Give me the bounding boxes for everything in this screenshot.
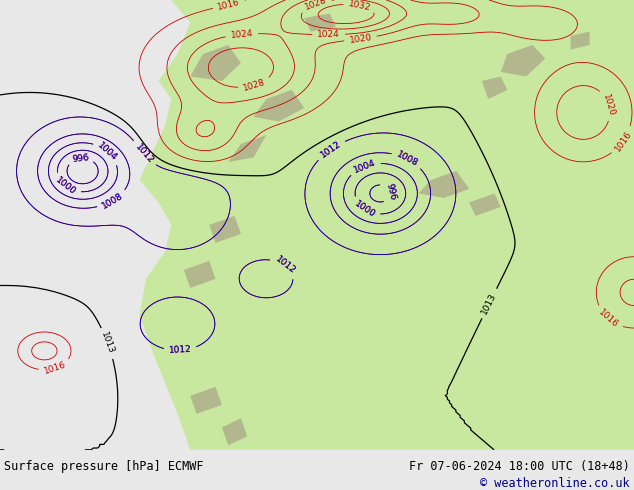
Text: 1012: 1012	[273, 255, 297, 276]
Text: 1012: 1012	[169, 345, 192, 355]
Text: 1008: 1008	[395, 149, 420, 168]
Text: 1016: 1016	[613, 129, 633, 153]
Text: 1004: 1004	[353, 158, 377, 174]
Text: 1004: 1004	[353, 158, 377, 174]
Polygon shape	[254, 90, 304, 122]
Polygon shape	[482, 76, 507, 99]
Text: 1032: 1032	[347, 0, 372, 12]
Polygon shape	[190, 45, 241, 81]
Polygon shape	[209, 216, 241, 243]
Text: 1000: 1000	[353, 199, 377, 220]
Text: 1008: 1008	[100, 191, 124, 210]
Polygon shape	[304, 14, 336, 31]
Text: 1013: 1013	[480, 291, 498, 316]
Text: 1020: 1020	[349, 33, 372, 45]
Polygon shape	[222, 418, 247, 445]
Text: 1016: 1016	[217, 0, 242, 12]
Text: 1004: 1004	[96, 141, 119, 163]
Text: 1020: 1020	[601, 93, 616, 117]
Text: 1012: 1012	[319, 139, 343, 160]
Polygon shape	[228, 135, 266, 162]
Text: 1012: 1012	[133, 142, 155, 165]
Text: 1012: 1012	[133, 142, 155, 165]
Text: 996: 996	[384, 182, 397, 201]
Text: 1024: 1024	[230, 29, 254, 40]
Text: Fr 07-06-2024 18:00 UTC (18+48): Fr 07-06-2024 18:00 UTC (18+48)	[409, 460, 630, 473]
Text: 1012: 1012	[319, 139, 343, 160]
Text: 996: 996	[384, 182, 397, 201]
Polygon shape	[139, 0, 634, 450]
Text: 1013: 1013	[100, 331, 116, 356]
Text: © weatheronline.co.uk: © weatheronline.co.uk	[481, 477, 630, 490]
Polygon shape	[190, 387, 222, 414]
Text: 1004: 1004	[96, 141, 119, 163]
Text: 1028: 1028	[242, 77, 267, 93]
Text: 996: 996	[72, 153, 89, 164]
Text: 1028: 1028	[304, 0, 328, 12]
Text: 1012: 1012	[169, 345, 192, 355]
Text: 996: 996	[72, 153, 89, 164]
Text: 1008: 1008	[100, 191, 124, 210]
Polygon shape	[469, 194, 501, 216]
Polygon shape	[571, 31, 590, 49]
Text: 1016: 1016	[597, 308, 620, 330]
Text: 1008: 1008	[395, 149, 420, 168]
Text: 1016: 1016	[43, 360, 67, 376]
Polygon shape	[418, 171, 469, 198]
Text: 1012: 1012	[273, 255, 297, 276]
Text: 1000: 1000	[54, 176, 77, 197]
Polygon shape	[501, 45, 545, 76]
Text: Surface pressure [hPa] ECMWF: Surface pressure [hPa] ECMWF	[4, 460, 204, 473]
Text: 1000: 1000	[54, 176, 77, 197]
Text: 1000: 1000	[353, 199, 377, 220]
Polygon shape	[184, 261, 216, 288]
Text: 1024: 1024	[317, 30, 340, 39]
